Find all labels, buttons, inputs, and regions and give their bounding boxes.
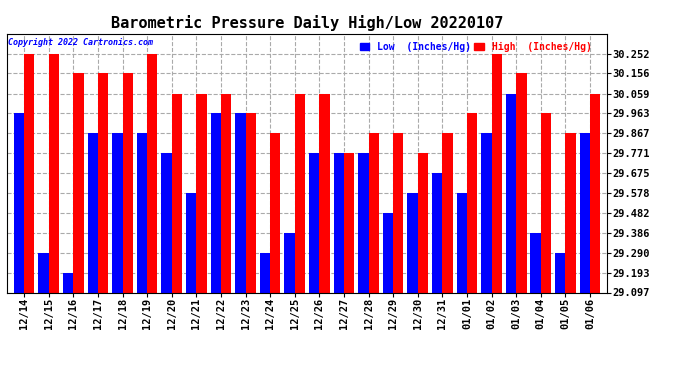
Bar (531, 233, 541, 292)
Bar (344, 153, 354, 292)
Bar (590, 93, 600, 292)
Bar (147, 54, 157, 292)
Bar (442, 133, 453, 292)
Bar (260, 253, 270, 292)
Bar (137, 133, 147, 292)
Bar (88, 133, 98, 292)
Bar (491, 54, 502, 292)
Bar (555, 253, 565, 292)
Bar (580, 133, 590, 292)
Bar (197, 93, 207, 292)
Bar (516, 74, 526, 292)
Text: Copyright 2022 Cartronics.com: Copyright 2022 Cartronics.com (8, 38, 152, 46)
Bar (541, 113, 551, 292)
Bar (39, 253, 49, 292)
Bar (358, 153, 368, 292)
Bar (432, 173, 442, 292)
Bar (393, 133, 404, 292)
Bar (246, 113, 256, 292)
Bar (383, 213, 393, 292)
Bar (14, 113, 24, 292)
Bar (284, 233, 295, 292)
Bar (457, 193, 467, 292)
Bar (407, 193, 417, 292)
Bar (506, 93, 516, 292)
Bar (123, 74, 133, 292)
Bar (172, 93, 182, 292)
Bar (417, 153, 428, 292)
Bar (309, 153, 319, 292)
Bar (467, 113, 477, 292)
Bar (24, 54, 34, 292)
Bar (161, 153, 172, 292)
Bar (112, 133, 123, 292)
Bar (63, 273, 73, 292)
Title: Barometric Pressure Daily High/Low 20220107: Barometric Pressure Daily High/Low 20220… (111, 15, 503, 31)
Bar (368, 133, 379, 292)
Bar (295, 93, 305, 292)
Bar (235, 113, 246, 292)
Legend: Low  (Inches/Hg), High  (Inches/Hg): Low (Inches/Hg), High (Inches/Hg) (357, 40, 593, 54)
Bar (221, 93, 231, 292)
Bar (186, 193, 197, 292)
Bar (565, 133, 575, 292)
Bar (319, 93, 330, 292)
Bar (210, 113, 221, 292)
Bar (73, 74, 83, 292)
Bar (334, 153, 344, 292)
Bar (270, 133, 280, 292)
Bar (49, 54, 59, 292)
Bar (98, 74, 108, 292)
Bar (481, 133, 491, 292)
